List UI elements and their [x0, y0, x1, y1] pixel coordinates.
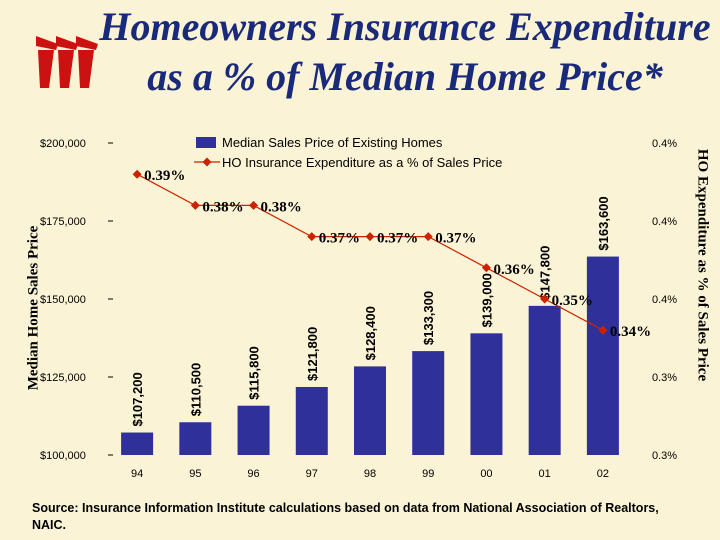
- line-point: [598, 325, 608, 335]
- line-point-label: 0.35%: [552, 293, 593, 309]
- x-axis-tick-label: 98: [364, 468, 376, 480]
- bar: [237, 405, 270, 455]
- line-point-label: 0.37%: [435, 231, 476, 247]
- line-point: [481, 263, 491, 273]
- line-point: [249, 200, 259, 210]
- line-point-label: 0.38%: [261, 199, 302, 215]
- legend-line-label: HO Insurance Expenditure as a % of Sales…: [222, 155, 502, 170]
- chart-title-line-2: as a % of Median Home Price*: [147, 54, 663, 99]
- x-axis-tick-label: 94: [131, 468, 143, 480]
- bar: [470, 333, 503, 455]
- right-axis-tick-label: 0.3%: [652, 372, 677, 384]
- line-point: [540, 294, 550, 304]
- line-point: [365, 232, 375, 242]
- right-axis-tick-label: 0.4%: [652, 138, 677, 150]
- x-axis-tick-label: 01: [539, 468, 551, 480]
- x-axis-tick-label: 00: [480, 468, 492, 480]
- right-axis-tick-label: 0.4%: [652, 294, 677, 306]
- bar: [121, 432, 154, 455]
- line-point: [307, 232, 317, 242]
- line-point-label: 0.34%: [610, 324, 651, 340]
- line-point-label: 0.38%: [202, 199, 243, 215]
- legend-bar-label: Median Sales Price of Existing Homes: [222, 135, 443, 150]
- legend-bar-swatch: [196, 137, 216, 148]
- chart-title-line-1: Homeowners Insurance Expenditure: [99, 4, 711, 49]
- x-axis-tick-label: 96: [247, 468, 259, 480]
- left-axis-tick-label: $150,000: [40, 294, 86, 306]
- bar-value-label: $110,500: [188, 363, 203, 417]
- bar-value-label: $163,600: [596, 196, 611, 250]
- left-axis-tick-label: $200,000: [40, 138, 86, 150]
- source-note: Source: Insurance Information Institute …: [32, 501, 659, 532]
- x-axis-tick-label: 99: [422, 468, 434, 480]
- legend-line-marker: [202, 157, 212, 167]
- bar-value-label: $128,400: [363, 306, 378, 360]
- bar: [412, 351, 445, 455]
- line-point: [190, 200, 200, 210]
- bar-value-label: $107,200: [130, 372, 145, 426]
- left-axis-tick-label: $100,000: [40, 450, 86, 462]
- bar: [179, 422, 212, 455]
- line-point-label: 0.37%: [319, 231, 360, 247]
- x-axis-tick-label: 97: [306, 468, 318, 480]
- bar-value-label: $133,300: [421, 291, 436, 345]
- bar-value-label: $147,800: [538, 246, 553, 300]
- iii-logo: [36, 36, 98, 88]
- left-axis-tick-label: $175,000: [40, 216, 86, 228]
- left-axis-tick-label: $125,000: [40, 372, 86, 384]
- x-axis-tick-label: 02: [597, 468, 609, 480]
- bar-value-label: $115,800: [247, 346, 262, 400]
- bar: [528, 305, 561, 455]
- bar: [354, 366, 386, 455]
- line-point-label: 0.37%: [377, 231, 418, 247]
- bar: [295, 386, 328, 455]
- line-point: [132, 169, 142, 179]
- line-point: [423, 232, 433, 242]
- x-axis-tick-label: 95: [189, 468, 201, 480]
- bar-value-label: $121,800: [305, 327, 320, 381]
- bar-value-label: $139,000: [479, 273, 494, 327]
- line-point-label: 0.36%: [493, 262, 534, 278]
- right-axis-tick-label: 0.3%: [652, 450, 677, 462]
- line-point-label: 0.39%: [144, 168, 185, 184]
- bar: [586, 256, 619, 455]
- right-axis-tick-label: 0.4%: [652, 216, 677, 228]
